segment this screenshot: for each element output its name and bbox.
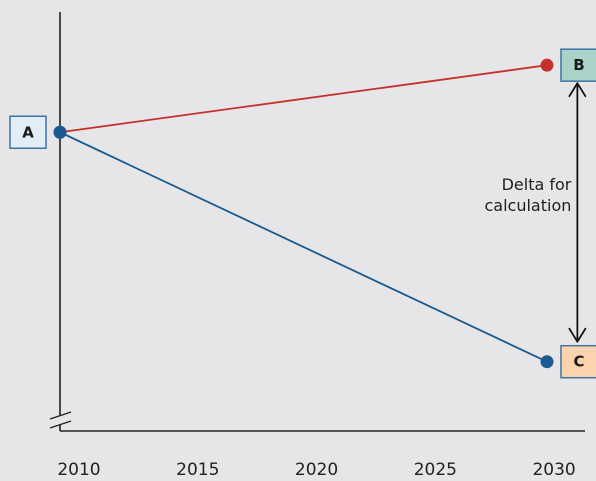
point-label-box (560, 344, 596, 379)
point-label-text: C (573, 353, 584, 371)
point-label-box (560, 48, 596, 82)
x-tick-label: 2015 (176, 460, 219, 480)
annotation-text: Delta for (502, 175, 572, 194)
axes (49, 12, 585, 432)
axis-break-mark (49, 411, 72, 420)
x-tick-label: 2025 (414, 460, 457, 480)
series-line (59, 131, 548, 363)
annotation-text-bg (480, 174, 574, 195)
delta-arrow-head-top (568, 82, 587, 98)
axis-break-gap (50, 415, 70, 425)
data-point (540, 355, 554, 369)
y-axis-break (49, 411, 72, 429)
axis-break-mark (49, 420, 72, 429)
series-layer (53, 58, 554, 369)
delta-arrow-head-bottom (568, 327, 587, 343)
annotation-text: calculation (484, 196, 571, 215)
x-tick-label: 2030 (532, 460, 575, 480)
x-tick-label: 2020 (295, 460, 338, 480)
annotation-text-bg (461, 195, 574, 216)
point-label-a: A (9, 115, 47, 149)
point-label-b: B (560, 48, 596, 82)
data-point (53, 125, 67, 139)
point-label-text: A (22, 123, 34, 141)
point-label-text: B (573, 56, 584, 74)
point-label-box (9, 115, 47, 149)
x-tick-label: 2010 (57, 460, 100, 480)
point-label-c: C (560, 344, 596, 379)
series-line (59, 64, 548, 134)
point-labels: A B C (9, 48, 596, 379)
delta-annotation: Delta for calculation (461, 82, 587, 343)
data-point (540, 58, 554, 72)
x-tick-labels: 2010 2015 2020 2025 2030 (57, 460, 575, 480)
